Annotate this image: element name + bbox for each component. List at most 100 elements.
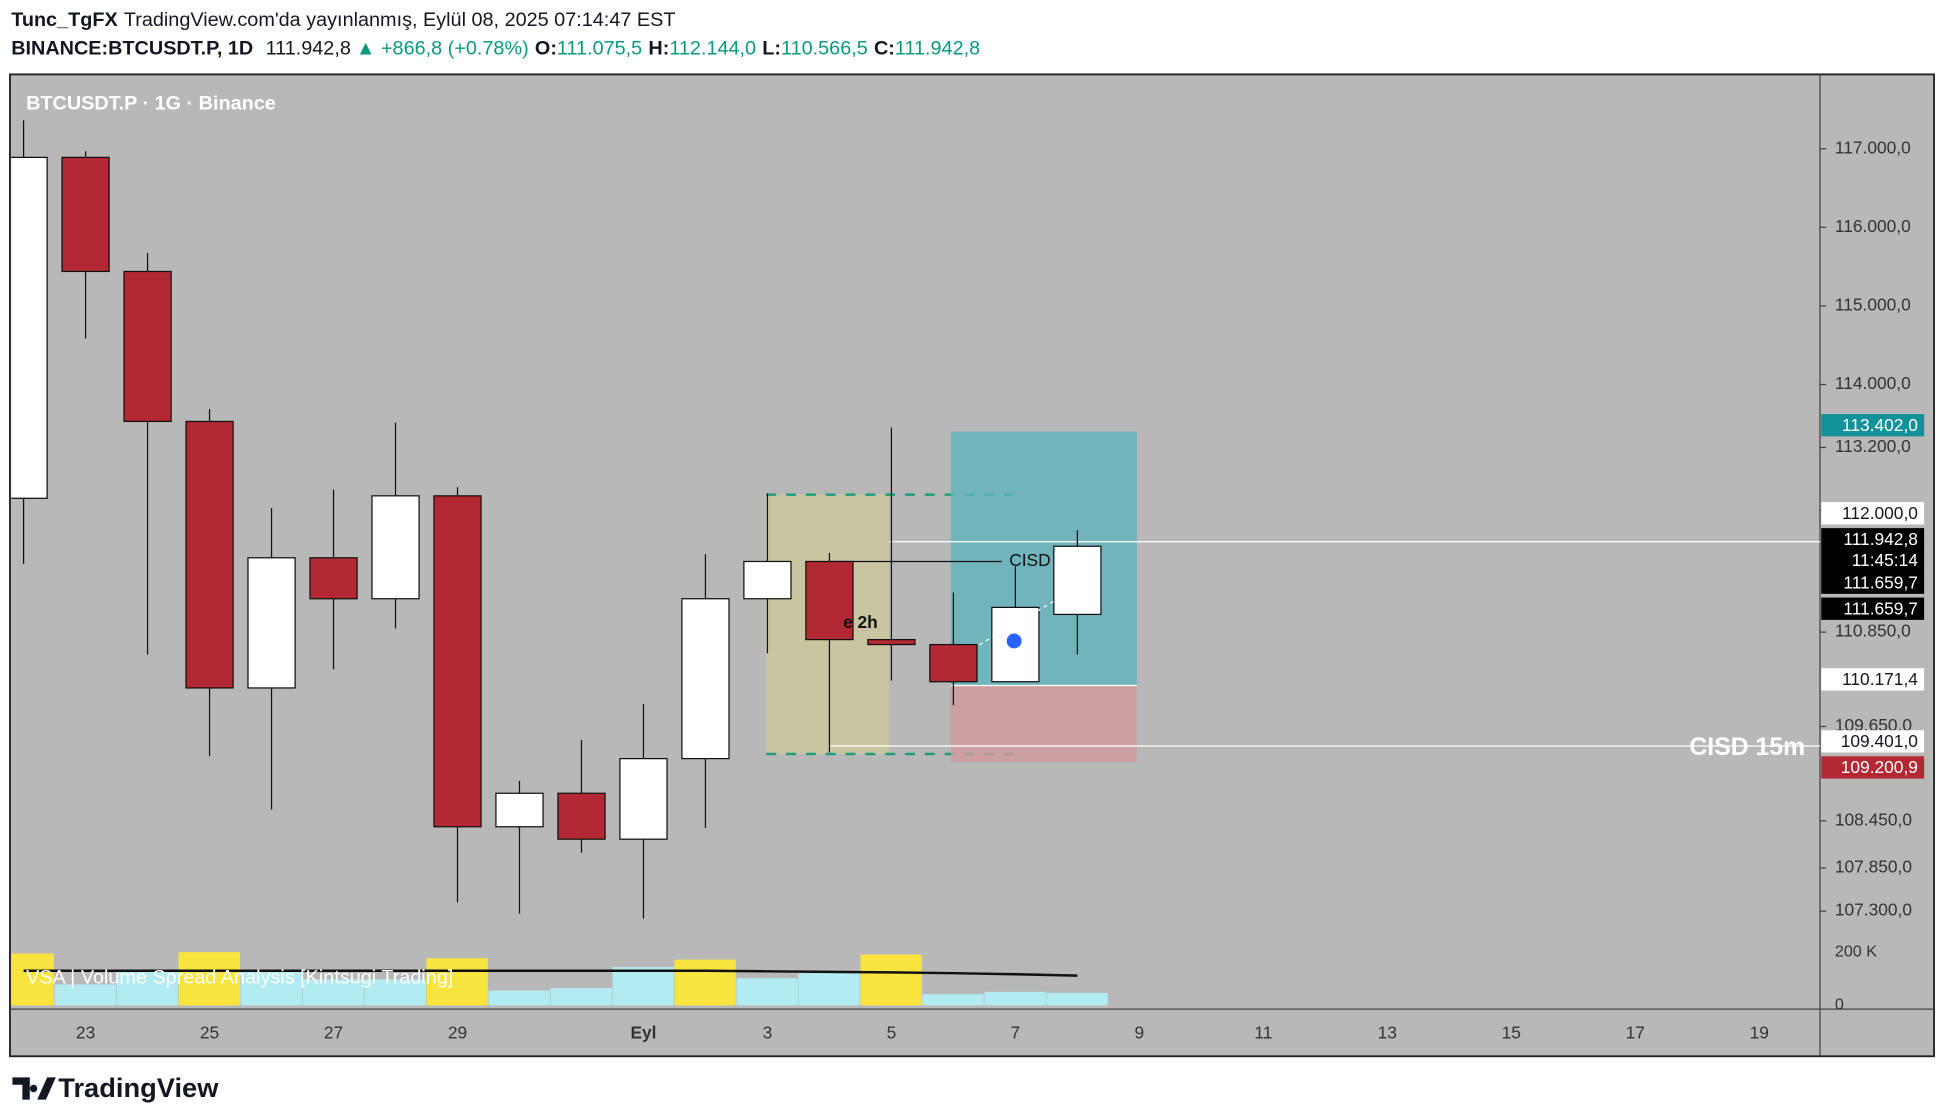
volume-bar — [612, 967, 674, 1006]
trend-line — [979, 592, 1070, 646]
published: TradingView.com'da yayınlanmış, Eylül 08… — [124, 9, 676, 31]
y-tick-label: 116.000,0 — [1835, 216, 1911, 236]
logo-mark — [12, 1077, 56, 1100]
volume-bar — [1046, 992, 1108, 1006]
price-label: 110.171,4 — [1842, 669, 1918, 689]
y-tick-label: 107.850,0 — [1835, 857, 1912, 877]
volume-bar — [178, 952, 240, 1006]
x-tick-label: 13 — [1378, 1023, 1397, 1043]
volume-legend: VSA | Volume Spread Analysis [Kintsugi T… — [26, 966, 453, 988]
x-tick-label: 9 — [1135, 1023, 1145, 1043]
volume-bar — [116, 971, 178, 1006]
volume-ma — [23, 969, 1078, 977]
axes: 117.000,0 116.000,0 115.000,0 114.000,0 113.… — [76, 137, 1925, 1043]
candle-body — [247, 557, 296, 689]
volume-bar — [488, 990, 550, 1006]
o-label: O: — [535, 38, 557, 60]
candle-body — [309, 557, 358, 600]
header-line: Tunc_TgFX TradingView.com'da yayınlanmış,… — [11, 9, 675, 31]
price-label-box — [1821, 414, 1925, 437]
price-label-box — [1821, 528, 1925, 551]
volume-tick-label: 0 — [1835, 996, 1844, 1014]
logo: TradingView — [12, 1072, 219, 1103]
y-tick-label: 113.200,0 — [1835, 436, 1911, 456]
price-label-box — [1821, 502, 1925, 525]
candle-body — [619, 757, 668, 840]
y-tick-label: 109.650,0 — [1835, 715, 1912, 735]
high: 112.144,0 — [669, 38, 756, 60]
x-tick-label: Eyl — [630, 1023, 656, 1043]
y-tick-label: 114.000,0 — [1835, 373, 1911, 393]
change: ▲ +866,8 (+0.78%) — [356, 38, 529, 60]
x-tick-label: 19 — [1750, 1023, 1769, 1043]
candle-body — [743, 560, 792, 600]
volume-bar — [11, 953, 54, 1006]
price-label: 111.942,8 — [1843, 529, 1918, 549]
price-label-box — [1821, 730, 1925, 753]
x-tick-label: 27 — [324, 1023, 343, 1043]
c-label: C: — [874, 38, 895, 60]
volume-bar — [302, 979, 364, 1006]
price-label-box — [1821, 756, 1925, 779]
candle-body — [371, 495, 420, 600]
price-label-box — [1821, 597, 1925, 620]
author: Tunc_TgFX — [11, 9, 118, 31]
x-tick-label: 7 — [1011, 1023, 1021, 1043]
brand: TradingView — [58, 1072, 219, 1103]
price-label-box — [1821, 668, 1925, 691]
x-tick-label: 17 — [1626, 1023, 1645, 1043]
candle-body — [1053, 545, 1102, 616]
candle-body — [185, 420, 234, 689]
volume-bar — [922, 994, 984, 1006]
volume-bar — [364, 979, 426, 1006]
price-label-box — [1821, 571, 1925, 594]
candle-body — [495, 792, 544, 828]
zone-label: e 2h — [843, 612, 878, 632]
candle-body — [433, 495, 482, 828]
volume-bar — [984, 991, 1046, 1006]
y-tick-label: 108.450,0 — [1835, 809, 1912, 829]
volume-bar — [550, 988, 612, 1006]
plot: CISD De 2h — [11, 120, 1820, 1006]
l-label: L: — [762, 38, 781, 60]
x-tick-label: 3 — [763, 1023, 773, 1043]
candle-body — [61, 156, 110, 273]
price-label: 109.401,0 — [1841, 731, 1918, 751]
price-label: 111.659,7 — [1843, 599, 1918, 619]
price-label-box — [1821, 549, 1925, 572]
h-label: H: — [648, 38, 669, 60]
y-tick-label: 117.000,0 — [1835, 137, 1911, 157]
volume-tick-label: 200 K — [1835, 942, 1877, 960]
x-tick-label: 23 — [76, 1023, 95, 1043]
volume-bar — [860, 954, 922, 1006]
volume-bar — [240, 969, 302, 1006]
y-tick-label: 107.300,0 — [1835, 900, 1912, 920]
x-tick-label: 25 — [200, 1023, 219, 1043]
x-tick-label: 15 — [1502, 1023, 1521, 1043]
symbol-line: BINANCE:BTCUSDT.P, 1D 111.942,8 ▲ +866,8 (… — [11, 38, 980, 60]
y-tick-label: 110.850,0 — [1835, 621, 1911, 641]
alert-dot — [1006, 633, 1022, 649]
candle-body — [557, 792, 606, 840]
price-label: 111.659,7 — [1843, 573, 1918, 593]
candle-body — [929, 643, 978, 683]
volume-bar — [426, 958, 488, 1006]
price-label: 112.000,0 — [1842, 503, 1918, 523]
x-tick-label: 5 — [887, 1023, 897, 1043]
volume-bar — [798, 973, 860, 1006]
price-label: 113.402,0 — [1842, 415, 1918, 435]
candle-body — [867, 638, 916, 646]
symbol: BINANCE:BTCUSDT.P, 1D — [11, 38, 253, 60]
open: 111.075,5 — [557, 38, 642, 60]
candle-body — [123, 270, 172, 423]
last-price: 111.942,8 — [266, 38, 351, 60]
x-tick-label: 29 — [448, 1023, 467, 1043]
x-tick-label: 11 — [1254, 1023, 1272, 1043]
volume-bar — [736, 978, 798, 1006]
price-label: 11:45:14 — [1852, 550, 1919, 570]
volume-bar — [674, 959, 736, 1006]
candle-body — [805, 560, 854, 641]
candle-body — [11, 156, 48, 499]
